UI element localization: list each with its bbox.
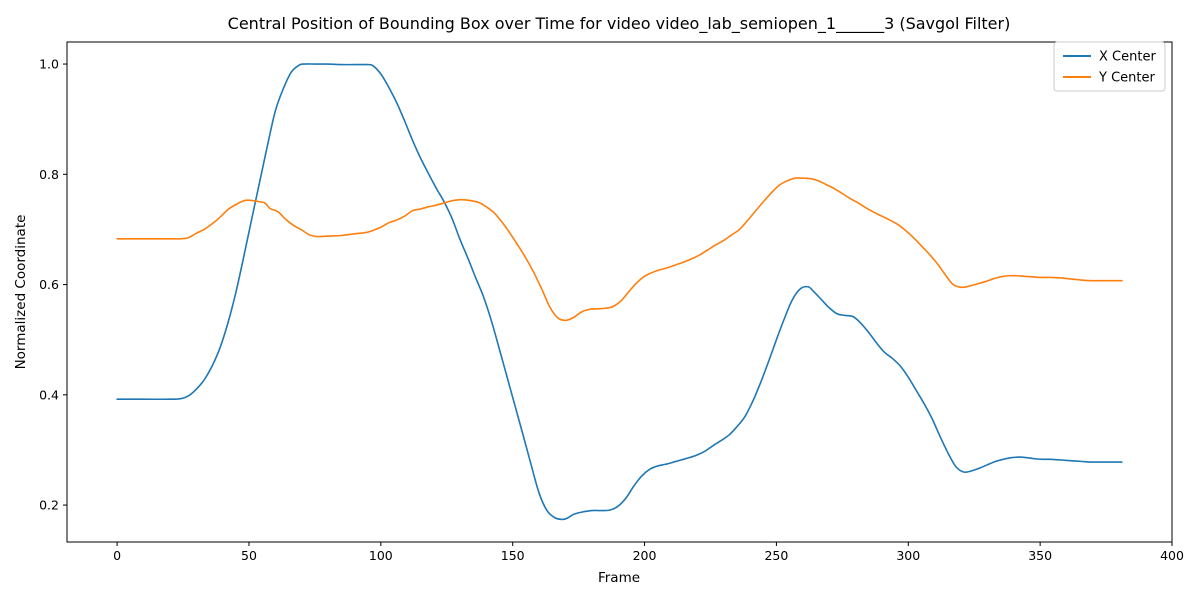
y-axis: 0.2 0.4 0.6 0.8 1.0 (39, 57, 67, 513)
x-tick-label: 150 (501, 548, 525, 563)
plot-area (116, 63, 1123, 521)
x-tick-label: 200 (633, 548, 657, 563)
legend-label-x-center: X Center (1099, 50, 1156, 65)
chart-title: Central Position of Bounding Box over Ti… (228, 14, 1011, 34)
x-axis-label: Frame (598, 570, 640, 586)
x-tick-label: 400 (1160, 548, 1184, 563)
series-layer (116, 63, 1123, 521)
y-tick-label: 1.0 (39, 57, 59, 72)
y-tick-label: 0.6 (39, 277, 59, 292)
x-axis: 0 50 100 150 200 250 300 350 400 (113, 542, 1184, 563)
x-tick-label: 350 (1028, 548, 1052, 563)
x-tick-label: 50 (241, 548, 257, 563)
legend-box (1053, 41, 1166, 92)
legend-label-y-center: Y Center (1098, 71, 1155, 86)
y-axis-label: Normalized Coordinate (13, 215, 29, 370)
x-tick-label: 0 (113, 548, 121, 563)
plot-frame (66, 41, 1173, 543)
x-center-line (116, 63, 1123, 521)
y-center-line (116, 177, 1123, 322)
x-tick-label: 250 (764, 548, 788, 563)
legend: X Center Y Center (1053, 41, 1166, 92)
y-tick-label: 0.8 (39, 167, 59, 182)
y-tick-label: 0.2 (39, 498, 59, 513)
x-tick-label: 300 (896, 548, 920, 563)
x-tick-label: 100 (369, 548, 393, 563)
y-tick-label: 0.4 (39, 387, 59, 402)
